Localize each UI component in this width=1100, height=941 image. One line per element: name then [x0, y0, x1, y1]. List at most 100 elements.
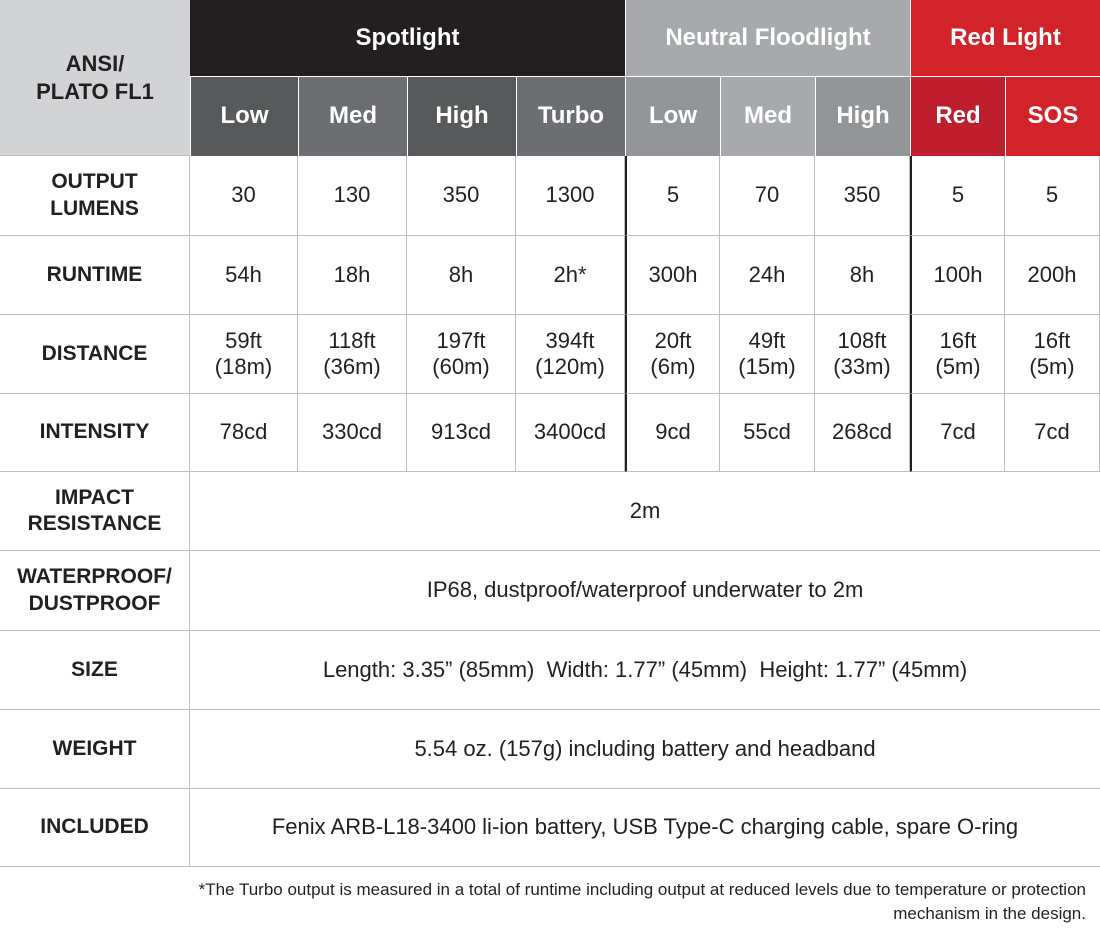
data-cell: 70 [720, 156, 815, 236]
mode-label: Red [935, 102, 981, 130]
data-cell: 18h [298, 236, 407, 315]
data-cell: 55cd [720, 394, 815, 472]
corner-header: ANSI/PLATO FL1 [0, 0, 190, 156]
data-cell: 350 [407, 156, 516, 236]
data-cell: 7cd [910, 394, 1005, 472]
mode-label: High [836, 102, 890, 130]
cell-text-line: (5m) [1029, 354, 1075, 379]
cell-text-line: 16ft [1033, 327, 1071, 353]
cell-text: 7cd [940, 419, 976, 445]
mode-header: High [407, 76, 516, 156]
mode-label: Turbo [537, 102, 605, 130]
data-cell: 3400cd [516, 394, 625, 472]
cell-text: 3400cd [533, 419, 607, 445]
data-cell: 16ft (5m) [1005, 315, 1100, 394]
cell-text: 18h [333, 261, 371, 287]
group-label: Spotlight [355, 23, 460, 51]
data-cell: 54h [190, 236, 298, 315]
cell-text: 300h [648, 261, 698, 287]
data-cell: 8h [407, 236, 516, 315]
row-label-text-line: WEIGHT [52, 736, 137, 760]
data-cell: 130 [298, 156, 407, 236]
data-cell: 197ft (60m) [407, 315, 516, 394]
cell-text-line: 394ft [545, 327, 595, 353]
data-cell: 5 [1005, 156, 1100, 236]
cell-text: 130 [333, 182, 371, 208]
cell-text-line: (6m) [650, 354, 696, 379]
span-cell: Fenix ARB-L18-3400 li-ion battery, USB T… [190, 789, 1100, 867]
group-header: Spotlight [190, 0, 625, 76]
cell-text: 30 [231, 182, 256, 208]
data-cell: 330cd [298, 394, 407, 472]
mode-label: Med [329, 102, 377, 130]
row-label-text-line: RUNTIME [46, 262, 143, 286]
cell-text: 8h [849, 261, 875, 287]
mode-header: SOS [1005, 76, 1100, 156]
data-cell: 8h [815, 236, 910, 315]
row-label-text-line: DUSTPROOF [28, 591, 161, 615]
cell-text: 24h [748, 261, 786, 287]
cell-text: 330cd [322, 419, 382, 445]
span-cell: IP68, dustproof/waterproof underwater to… [190, 551, 1100, 631]
data-cell: 30 [190, 156, 298, 236]
cell-text: 350 [843, 182, 881, 208]
mode-header: Red [910, 76, 1005, 156]
mode-label: High [435, 102, 489, 130]
data-cell: 20ft (6m) [625, 315, 720, 394]
data-cell: 350 [815, 156, 910, 236]
cell-text: 100h [933, 261, 983, 287]
cell-text-line: (36m) [323, 354, 381, 379]
cell-text: Length: 3.35” (85mm) Width: 1.77” (45mm)… [322, 656, 968, 682]
cell-text: Fenix ARB-L18-3400 li-ion battery, USB T… [271, 814, 1019, 840]
cell-text: 7cd [1034, 419, 1070, 445]
cell-text: 9cd [655, 419, 691, 445]
data-cell: 49ft (15m) [720, 315, 815, 394]
cell-text: 913cd [431, 419, 491, 445]
data-cell: 5 [625, 156, 720, 236]
row-label: IMPACT RESISTANCE [0, 472, 190, 551]
cell-text: 8h [448, 261, 474, 287]
cell-text-line: (60m) [432, 354, 490, 379]
data-cell: 59ft (18m) [190, 315, 298, 394]
data-cell: 100h [910, 236, 1005, 315]
cell-text: 5 [666, 182, 680, 208]
row-label-text-line: IMPACT [55, 485, 134, 509]
footnote-line: *The Turbo output is measured in a total… [198, 880, 1086, 899]
corner-text-line: PLATO FL1 [36, 78, 154, 104]
row-label-text-line: RESISTANCE [27, 512, 162, 535]
group-label: Red Light [950, 23, 1061, 51]
cell-text: 5 [951, 182, 965, 208]
data-cell: 394ft (120m) [516, 315, 625, 394]
row-label: OUTPUT LUMENS [0, 156, 190, 236]
mode-header: High [815, 76, 910, 156]
mode-label: Low [220, 102, 269, 130]
row-label-text-line: LUMENS [50, 196, 139, 220]
cell-text-line: (18m) [214, 354, 273, 379]
cell-text-line: 59ft [225, 327, 262, 353]
cell-text-line: 16ft [939, 327, 977, 353]
mode-header: Low [190, 76, 298, 156]
row-label: INCLUDED [0, 789, 190, 867]
group-label: Neutral Floodlight [665, 23, 871, 51]
row-label: INTENSITY [0, 394, 190, 472]
cell-text-line: 20ft [654, 327, 692, 353]
group-header: Neutral Floodlight [625, 0, 910, 76]
cell-text: 54h [225, 261, 262, 287]
row-label: SIZE [0, 631, 190, 710]
span-cell: Length: 3.35” (85mm) Width: 1.77” (45mm)… [190, 631, 1100, 710]
row-label: WEIGHT [0, 710, 190, 789]
cell-text-line: 197ft [436, 327, 486, 353]
row-label-text-line: DISTANCE [41, 341, 148, 365]
data-cell: 16ft (5m) [910, 315, 1005, 394]
cell-text: 268cd [832, 419, 892, 445]
data-cell: 118ft (36m) [298, 315, 407, 394]
group-header: Red Light [910, 0, 1100, 76]
data-cell: 108ft (33m) [815, 315, 910, 394]
cell-text: 55cd [743, 419, 791, 445]
row-label: DISTANCE [0, 315, 190, 394]
cell-text: 78cd [219, 419, 268, 445]
row-label: RUNTIME [0, 236, 190, 315]
data-cell: 78cd [190, 394, 298, 472]
mode-header: Med [298, 76, 407, 156]
